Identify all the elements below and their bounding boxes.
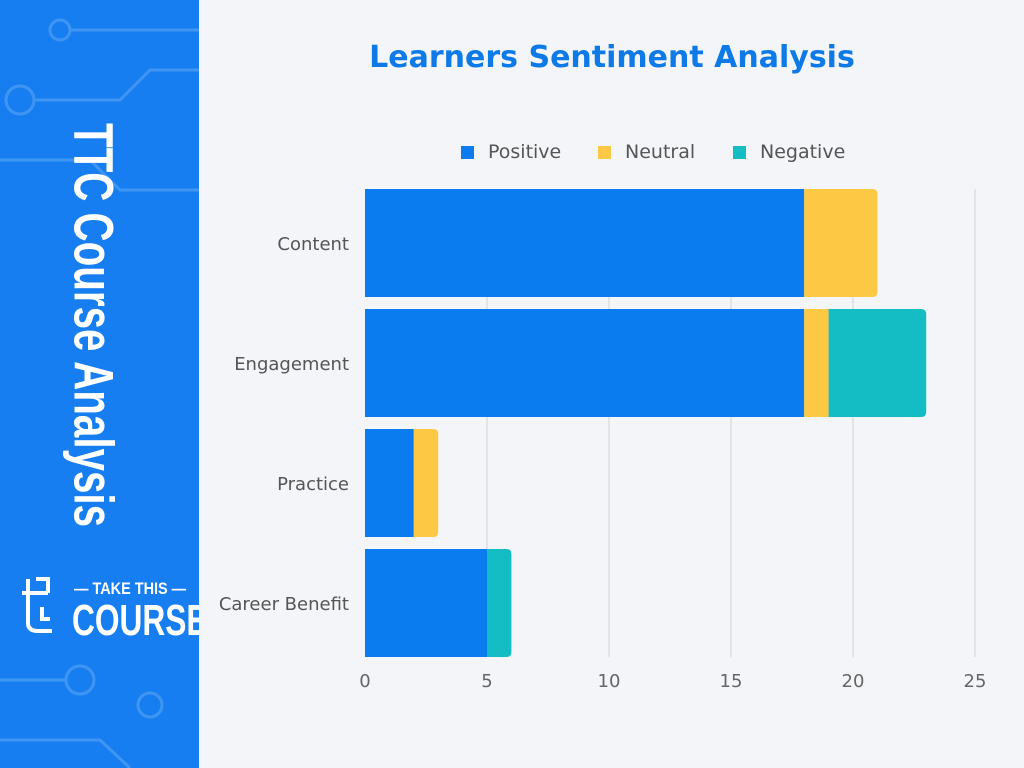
logo-t-icon bbox=[22, 577, 52, 633]
bar-neutral bbox=[804, 309, 829, 417]
bar-positive bbox=[365, 189, 805, 297]
category-label: Career Benefit bbox=[219, 594, 349, 615]
x-tick-label: 20 bbox=[842, 671, 865, 692]
x-tick-label: 15 bbox=[720, 671, 743, 692]
x-tick-label: 5 bbox=[481, 671, 492, 692]
legend-positive: Positive bbox=[461, 141, 561, 163]
circuit-pattern bbox=[0, 18, 199, 768]
bar-negative bbox=[487, 549, 512, 657]
category-label: Content bbox=[277, 234, 349, 255]
category-label: Engagement bbox=[234, 354, 349, 375]
sidebar: TTC Course Analysis — TAKE THIS — COURSE bbox=[0, 0, 199, 768]
bar-positive bbox=[365, 429, 414, 537]
x-tick-label: 10 bbox=[598, 671, 621, 692]
bar-positive bbox=[365, 549, 487, 657]
legend-swatch bbox=[461, 145, 474, 159]
bar-neutral bbox=[413, 429, 439, 537]
x-tick-label: 0 bbox=[359, 671, 370, 692]
legend-negative: Negative bbox=[733, 141, 845, 163]
chart-title: Learners Sentiment Analysis bbox=[369, 40, 855, 75]
legend-neutral: Neutral bbox=[598, 141, 695, 163]
category-label: Practice bbox=[277, 474, 349, 495]
bar-negative bbox=[828, 309, 927, 417]
x-tick-label: 25 bbox=[964, 671, 987, 692]
bar-positive bbox=[365, 309, 805, 417]
bar-neutral bbox=[804, 189, 878, 297]
legend-swatch bbox=[598, 145, 611, 159]
legend-swatch bbox=[733, 145, 746, 159]
